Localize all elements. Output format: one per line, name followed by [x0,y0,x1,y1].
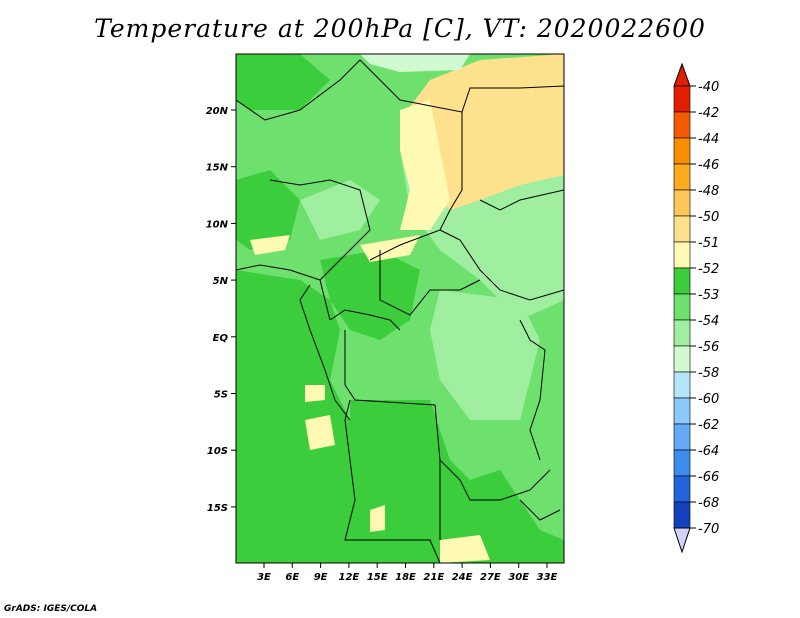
colorbar-label: -48 [698,184,719,199]
field-dark-green-area [320,250,420,340]
country-borders [236,59,564,563]
colorbar-label: -70 [698,522,719,537]
colorbar-label: -66 [698,470,719,485]
colorbar-swatch [673,319,691,347]
lon-tick-label: 9E [314,572,328,583]
field-light-green-area [300,180,380,240]
field-dark-green-area [236,54,330,110]
colorbar-swatch [673,163,691,191]
temperature-field [236,54,564,563]
colorbar-label: -68 [698,496,719,511]
colorbar-swatch [673,345,691,373]
colorbar-label: -44 [698,132,719,147]
grads-credit: GrADS: IGES/COLA [4,604,98,614]
colorbar-swatch [673,137,691,165]
colorbar-swatch [673,501,691,529]
colorbar-label: -64 [698,444,719,459]
lon-tick-label: 33E [537,572,558,583]
lon-tick-label: 24E [452,572,473,583]
field-light-green-area [430,290,540,420]
colorbar-swatch [673,215,691,243]
field-pale-area [360,54,470,72]
lat-tick-label: 5S [214,390,228,401]
colorbar-label: -53 [698,288,719,303]
colorbar-swatch [673,111,691,139]
colorbar-label: -42 [698,106,719,121]
field-yellow-area [400,100,450,230]
colorbar-swatch [673,423,691,451]
lat-tick-label: 5N [213,276,229,287]
field-yellow-area [305,415,335,450]
colorbar-swatch [673,267,691,295]
lat-tick-label: 15N [206,163,229,174]
colorbar-label: -54 [698,314,719,329]
colorbar: -40 -42 -44 -46 -48 -50 -51 -52 -53 -54 -56 -58 -60 -… [673,62,719,554]
colorbar-label: -46 [698,158,719,173]
field-yellow-area [305,385,325,402]
colorbar-swatch [673,189,691,217]
field-yellow-area [250,235,290,255]
colorbar-swatch [673,241,691,269]
field-dark-green-area [350,400,564,563]
latitude-axis: 20N 15N 10N 5N EQ 5S 10S 15S [206,106,236,514]
colorbar-top-arrow [673,62,691,87]
lat-tick-label: 10S [207,446,228,457]
lat-tick-label: 15S [207,503,228,514]
colorbar-label: -58 [698,366,719,381]
colorbar-swatch [673,85,691,113]
colorbar-swatch [673,475,691,503]
map-title: Temperature at 200hPa [C], VT: 202002260… [94,14,706,43]
lon-tick-label: 21E [423,572,444,583]
field-yellow-area [370,505,385,532]
lon-tick-label: 12E [339,572,360,583]
colorbar-label: -40 [698,80,719,95]
colorbar-label: -50 [698,210,719,225]
colorbar-swatch [673,371,691,399]
longitude-axis: 3E 6E 9E 12E 15E 18E 21E 24E 27E 30E 33E [257,563,558,583]
lon-tick-label: 6E [285,572,299,583]
colorbar-label: -60 [698,392,719,407]
field-yellow-area [440,535,490,563]
colorbar-label: -56 [698,340,719,355]
lon-tick-label: 30E [508,572,529,583]
lat-tick-label: 10N [206,219,229,230]
colorbar-swatch [673,449,691,477]
lon-tick-label: 15E [367,572,388,583]
lat-tick-label: EQ [213,333,229,344]
map-frame [235,53,565,564]
lon-tick-label: 18E [395,572,416,583]
colorbar-label: -51 [698,236,719,251]
colorbar-bottom-arrow [673,527,691,554]
field-yellow-area [360,235,420,262]
colorbar-label: -52 [698,262,719,277]
colorbar-swatch [673,397,691,425]
colorbar-swatch [673,293,691,321]
lon-tick-label: 27E [480,572,501,583]
colorbar-label: -62 [698,418,719,433]
field-dark-green-area [236,170,300,250]
lat-tick-label: 20N [206,106,229,117]
lon-tick-label: 3E [257,572,271,583]
field-dark-green-area [236,440,300,563]
